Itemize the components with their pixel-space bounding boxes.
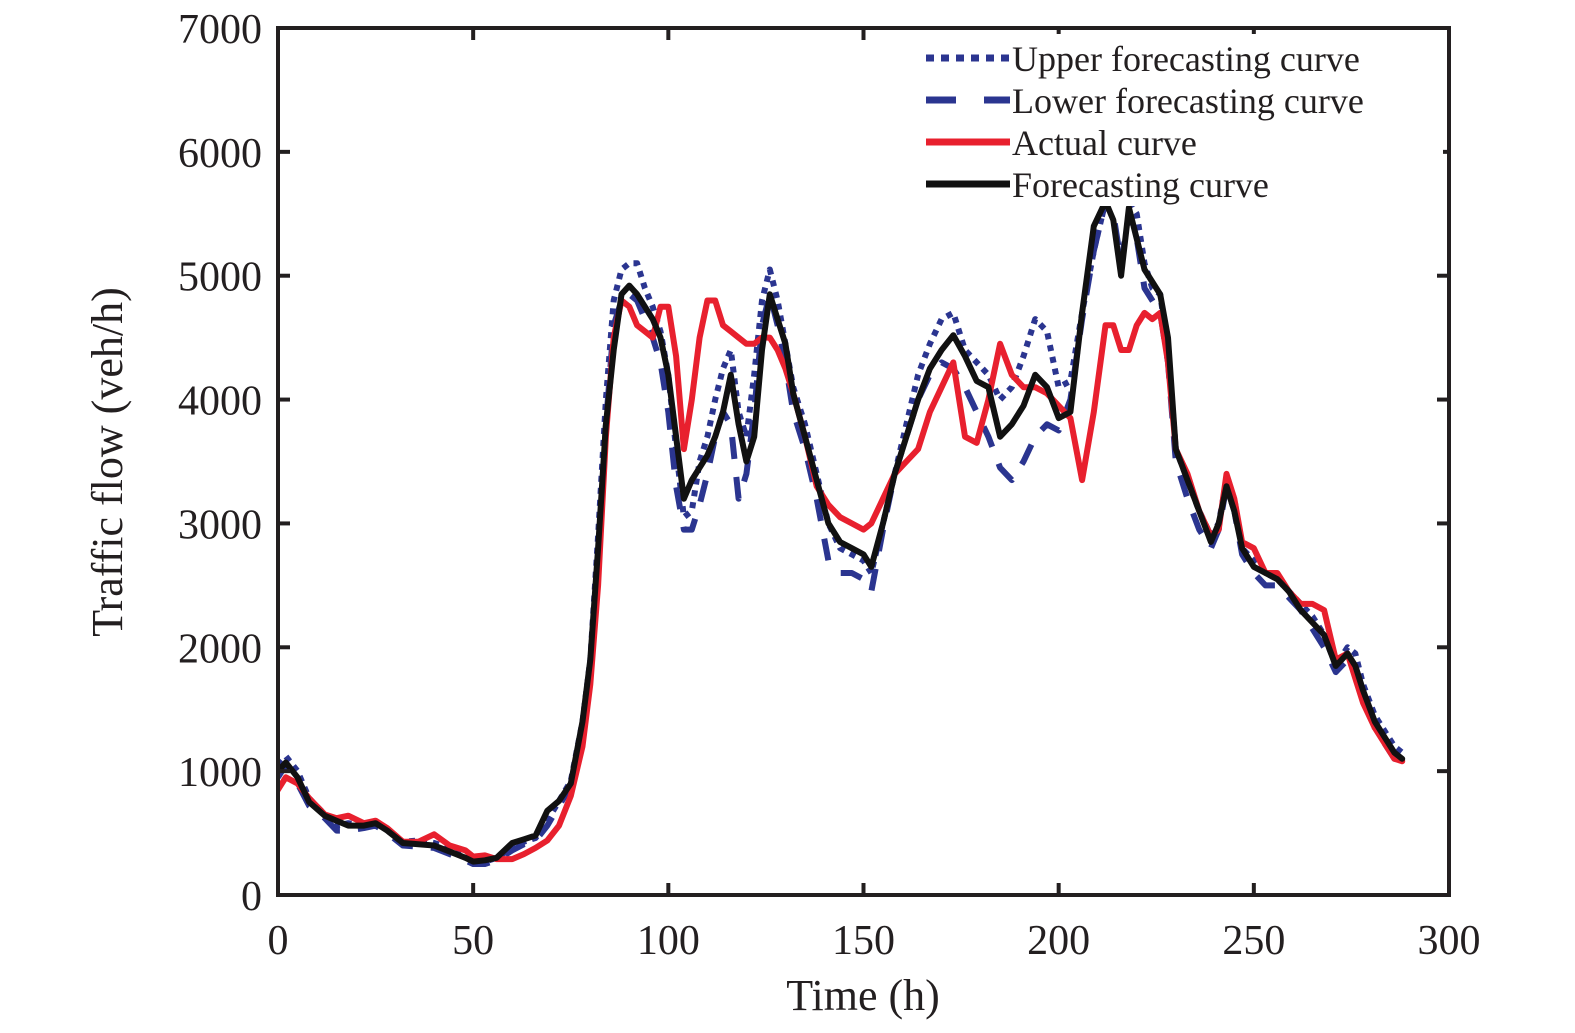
y-tick-labels: 0 1000 2000 3000 4000 5000 6000 7000 [178,7,262,920]
legend-label: Actual curve [1012,123,1197,163]
legend-background [915,34,1443,206]
x-tick-label: 250 [1222,918,1285,964]
legend-item: Forecasting curve [926,165,1269,205]
legend-item: Actual curve [926,123,1197,163]
legend-item: Upper forecasting curve [926,39,1360,79]
x-tick-label: 200 [1027,918,1090,964]
series-layer [280,198,1406,867]
legend-label: Upper forecasting curve [1012,39,1360,79]
x-tick-label: 300 [1418,918,1481,964]
series-line-upper-forecasting-curve [280,198,1405,865]
series-line-forecasting-curve [280,198,1406,865]
series-line-lower-forecasting-curve [280,198,1403,867]
y-tick-label: 2000 [178,626,262,672]
series-line-actual-curve [280,297,1406,863]
y-tick-label: 3000 [178,502,262,548]
y-tick-label: 6000 [178,131,262,177]
y-axis-title: Traffic flow (veh/h) [83,287,132,637]
legend-item: Lower forecasting curve [926,81,1364,121]
legend-label: Lower forecasting curve [1012,81,1364,121]
y-tick-label: 0 [241,874,262,920]
y-tick-label: 7000 [178,7,262,53]
x-tick-label: 100 [637,918,700,964]
x-tick-labels: 0 50 100 150 200 250 300 [268,918,1481,964]
x-tick-label: 0 [268,918,289,964]
y-tick-label: 4000 [178,379,262,425]
y-tick-label: 5000 [178,255,262,301]
x-tick-label: 50 [452,918,494,964]
legend-label: Forecasting curve [1012,165,1269,205]
y-tick-label: 1000 [178,750,262,796]
x-tick-label: 150 [832,918,895,964]
x-axis-title: Time (h) [786,971,940,1020]
